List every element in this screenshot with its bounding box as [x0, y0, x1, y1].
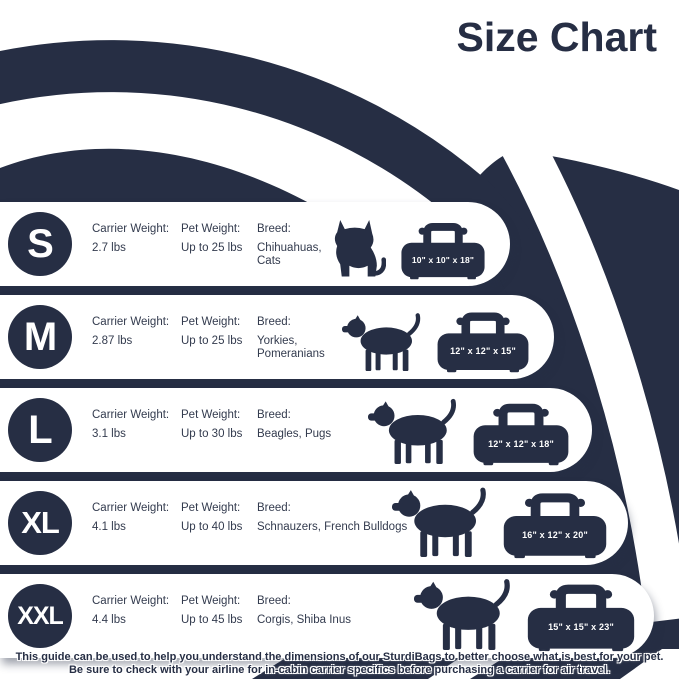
carrier-weight-column: Carrier Weight: 2.7 lbs — [92, 223, 184, 255]
pet-weight-column: Pet Weight: Up to 45 lbs — [181, 595, 261, 627]
carrier-weight-column: Carrier Weight: 3.1 lbs — [92, 409, 184, 441]
size-letter: M — [23, 314, 57, 359]
pet-weight-value: Up to 25 lbs — [181, 335, 243, 347]
size-row-s: S Carrier Weight: 2.7 lbs Pet Weight: Up… — [0, 202, 510, 286]
pet-weight-label: Pet Weight: — [181, 595, 241, 607]
dog-icon — [368, 398, 456, 464]
carrier-dimensions-label: 12" x 12" x 18" — [488, 439, 554, 449]
breed-column: Breed: Chihuahuas, Cats — [257, 223, 345, 268]
carrier-bag-silhouette: 10" x 10" x 18" — [400, 214, 486, 280]
pet-weight-value: Up to 25 lbs — [181, 242, 243, 254]
carrier-weight-column: Carrier Weight: 2.87 lbs — [92, 316, 184, 348]
carrier-weight-column: Carrier Weight: 4.4 lbs — [92, 595, 184, 627]
carrier-bag-icon — [503, 493, 607, 559]
size-badge: M — [8, 305, 72, 369]
breed-value: Schnauzers, French Bulldogs — [257, 521, 408, 533]
carrier-weight-label: Carrier Weight: — [92, 223, 170, 235]
carrier-weight-value: 2.87 lbs — [92, 335, 133, 347]
carrier-dimensions-label: 10" x 10" x 18" — [411, 255, 475, 265]
pet-weight-label: Pet Weight: — [181, 316, 241, 328]
carrier-bag-icon — [437, 312, 529, 373]
breed-column: Breed: Corgis, Shiba Inus — [257, 595, 351, 627]
breed-label: Breed: — [257, 223, 291, 235]
pet-weight-value: Up to 40 lbs — [181, 521, 243, 533]
size-row-xl: XL Carrier Weight: 4.1 lbs Pet Weight: U… — [0, 481, 628, 565]
size-badge: XL — [8, 491, 72, 555]
size-letter: S — [27, 221, 54, 266]
carrier-dimensions-label: 12" x 12" x 15" — [450, 346, 516, 356]
carrier-bag-silhouette: 12" x 12" x 18" — [472, 394, 570, 466]
carrier-weight-label: Carrier Weight: — [92, 409, 170, 421]
footer-line-1: This guide can be used to help you under… — [15, 651, 664, 663]
dog-icon — [342, 313, 421, 371]
pet-weight-value: Up to 30 lbs — [181, 428, 243, 440]
cat-icon — [334, 220, 386, 277]
size-badge: L — [8, 398, 72, 462]
carrier-bag-icon — [401, 222, 485, 280]
size-letter: XXL — [17, 601, 64, 630]
size-row-xxl: XXL Carrier Weight: 4.4 lbs Pet Weight: … — [0, 574, 654, 658]
size-badge: S — [8, 212, 72, 276]
breed-column: Breed: Beagles, Pugs — [257, 409, 331, 441]
carrier-weight-label: Carrier Weight: — [92, 595, 170, 607]
carrier-bag-silhouette: 12" x 12" x 15" — [436, 303, 530, 373]
breed-label: Breed: — [257, 316, 291, 328]
carrier-weight-value: 4.1 lbs — [92, 521, 126, 533]
carrier-dimensions-label: 16" x 12" x 20" — [522, 530, 588, 540]
breed-label: Breed: — [257, 409, 291, 421]
carrier-bag-icon — [527, 584, 635, 652]
carrier-bag-silhouette: 16" x 12" x 20" — [502, 483, 608, 559]
carrier-weight-value: 4.4 lbs — [92, 614, 126, 626]
footer-line-2: Be sure to check with your airline for i… — [68, 664, 611, 676]
size-badge: XXL — [8, 584, 72, 648]
pet-weight-label: Pet Weight: — [181, 409, 241, 421]
breed-value: Beagles, Pugs — [257, 428, 332, 440]
pet-weight-value: Up to 45 lbs — [181, 614, 243, 626]
breed-label: Breed: — [257, 595, 291, 607]
carrier-bag-icon — [473, 403, 569, 466]
carrier-weight-value: 3.1 lbs — [92, 428, 126, 440]
breed-column: Breed: Yorkies, Pomeranians — [257, 316, 363, 361]
pet-weight-column: Pet Weight: Up to 25 lbs — [181, 223, 261, 255]
footer-note: This guide can be used to help you under… — [0, 649, 679, 679]
pet-weight-column: Pet Weight: Up to 25 lbs — [181, 316, 261, 348]
size-letter: XL — [21, 505, 60, 540]
carrier-dimensions-label: 15" x 15" x 23" — [548, 622, 614, 632]
breed-value: Chihuahuas, Cats — [257, 242, 322, 267]
carrier-weight-column: Carrier Weight: 4.1 lbs — [92, 502, 184, 534]
pet-weight-label: Pet Weight: — [181, 502, 241, 514]
breed-value: Yorkies, Pomeranians — [257, 335, 325, 360]
carrier-bag-silhouette: 15" x 15" x 23" — [526, 574, 636, 652]
carrier-weight-label: Carrier Weight: — [92, 316, 170, 328]
pet-weight-column: Pet Weight: Up to 30 lbs — [181, 409, 261, 441]
dog-icon — [414, 579, 510, 650]
carrier-weight-value: 2.7 lbs — [92, 242, 126, 254]
breed-value: Corgis, Shiba Inus — [257, 614, 351, 626]
pet-weight-label: Pet Weight: — [181, 223, 241, 235]
dog-icon — [392, 487, 486, 557]
pet-weight-column: Pet Weight: Up to 40 lbs — [181, 502, 261, 534]
carrier-weight-label: Carrier Weight: — [92, 502, 170, 514]
page-title: Size Chart — [456, 14, 658, 60]
size-row-l: L Carrier Weight: 3.1 lbs Pet Weight: Up… — [0, 388, 592, 472]
breed-label: Breed: — [257, 502, 291, 514]
breed-column: Breed: Schnauzers, French Bulldogs — [257, 502, 407, 534]
size-row-m: M Carrier Weight: 2.87 lbs Pet Weight: U… — [0, 295, 554, 379]
size-letter: L — [28, 407, 52, 452]
